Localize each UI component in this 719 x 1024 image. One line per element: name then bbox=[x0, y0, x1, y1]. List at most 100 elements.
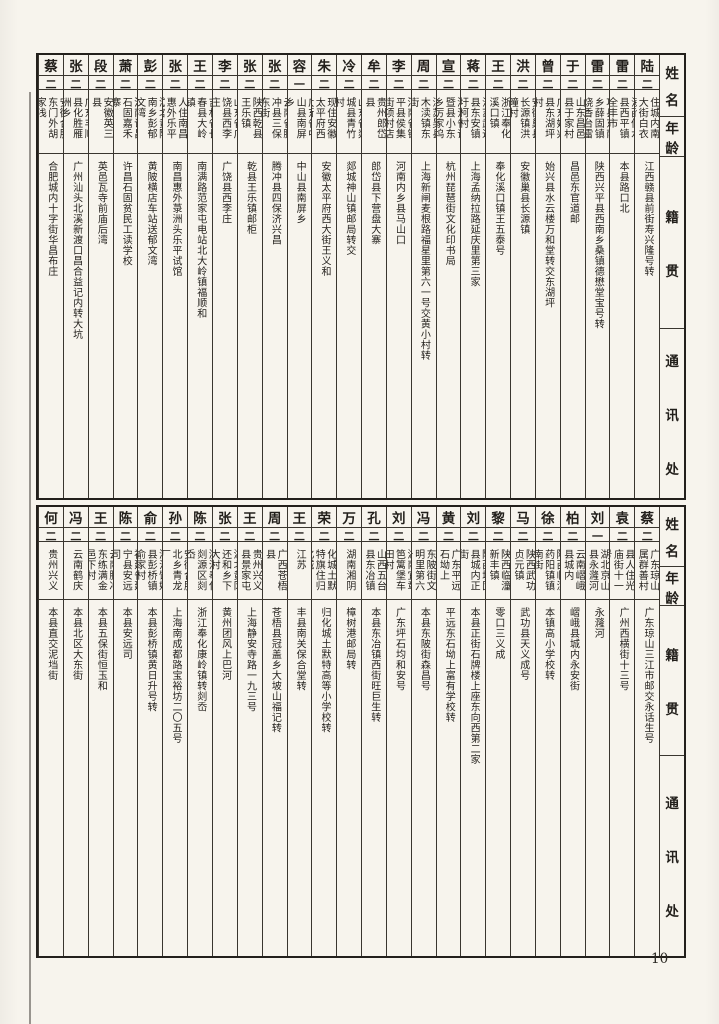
person-address: 黄州团风上巴河 bbox=[219, 607, 231, 681]
person-origin-cell: 江苏吴县木渎镇东街 bbox=[411, 90, 436, 154]
person-name: 黎青云 bbox=[486, 507, 511, 528]
person-age: 二四 bbox=[635, 528, 660, 542]
person-name: 段重智 bbox=[88, 55, 113, 76]
person-age: 二五 bbox=[635, 76, 660, 90]
person-origin-cell: 安徽英三县 bbox=[88, 90, 113, 154]
person-column: 朱鹏飞 二五 甘肃兰州现住安徽太平府西大街 安徽太平府西大街王义和 bbox=[311, 55, 337, 498]
person-name: 何绍周 bbox=[39, 507, 63, 528]
person-column: 曾昭镜 二三 广东始兴县东湖坪村 始兴县水云楼万和堂转交东湖坪 bbox=[534, 55, 560, 498]
person-origin-cell: 内蒙古归化城土默特旗住归化城 bbox=[312, 542, 337, 601]
person-column: 柏天民 二三 云南嶍峨县城内 嶍峨县城内永安街 bbox=[559, 507, 585, 956]
person-age: 二六 bbox=[486, 528, 511, 542]
person-name: 刘鸿勋 bbox=[461, 507, 486, 528]
person-origin: 陕西乾县王乐镇 bbox=[238, 96, 262, 139]
person-address: 本镇高小学校转 bbox=[542, 607, 554, 681]
person-origin-cell: 江西修水县西平镇全丰市 bbox=[610, 90, 635, 154]
person-address-cell: 陕西兴平县西南乡桑镇德懋堂宝号转 bbox=[586, 154, 610, 498]
person-age: 一九 bbox=[585, 528, 610, 542]
person-name: 孔昭林 bbox=[362, 507, 386, 528]
person-name: 万少鼎 bbox=[337, 507, 362, 528]
person-origin-cell: 云南鹤庆 bbox=[63, 542, 88, 601]
person-address-cell: 广东坪石均和安号 bbox=[387, 600, 411, 956]
person-origin-cell: 云南嶍峨县城内 bbox=[560, 542, 585, 601]
person-address-cell: 本县正街石牌楼上座东向西第二家 bbox=[461, 600, 485, 956]
person-origin: 湖北京山县永漋河 bbox=[586, 548, 610, 591]
person-column: 刘明夏 一九 湖北京山县永漋河 永漋河 bbox=[584, 507, 610, 956]
person-origin: 广东丰顺县化胜雁洲乡 bbox=[63, 96, 88, 139]
person-column: 萧洒 二三 河南许昌石固嘉禾寨 许昌石固贫民工读学校 bbox=[112, 55, 138, 498]
person-address-cell: 江西赣县前街寿兴隆号转 bbox=[635, 154, 659, 498]
person-address-cell: 广东琼山三江市邮交永话生号 bbox=[635, 600, 659, 956]
header-address: 通讯处 bbox=[665, 353, 679, 478]
person-origin: 浙江馀姚县彭桥镇俞家村 bbox=[138, 548, 163, 591]
person-origin-cell: 湖北黄冈还和乡下大村 bbox=[212, 542, 237, 601]
person-origin-cell: 浙江省诸暨县小东乡厉家坞 bbox=[436, 90, 461, 154]
person-age: 二一 bbox=[560, 76, 585, 90]
person-origin-cell: 广东平远石坳上 bbox=[436, 542, 461, 601]
person-name: 朱鹏飞 bbox=[312, 55, 337, 76]
person-origin-cell: 云南省腾冲县三保东街 bbox=[262, 90, 287, 154]
header-name: 姓名 bbox=[660, 55, 684, 117]
person-address: 丰县南关保合堂转 bbox=[294, 607, 306, 692]
header-origin: 籍贯 bbox=[660, 606, 684, 756]
person-column: 张达 二五 江西乐平人住南昌惠外乐平试馆 南昌惠外菉洲头乐平试馆 bbox=[162, 55, 188, 498]
person-address: 浙江奉化康岭镇转剡岙 bbox=[194, 607, 206, 713]
person-origin-cell: 广东连县东陂街文明里第六号 bbox=[411, 542, 436, 601]
person-origin: 陕西临潼新丰镇 bbox=[487, 548, 510, 591]
person-name: 李正韬 bbox=[386, 55, 411, 76]
person-origin: 云南顺宁县人住光庙街十一号 bbox=[610, 548, 634, 591]
person-column: 彭善 二二 湖北黄陂南乡彭郁文湾 黄陂横店车站送郁文湾 bbox=[137, 55, 163, 498]
person-address: 黄陂横店车站送郁文湾 bbox=[145, 160, 157, 266]
person-origin-cell: 广东省中山县南屏乡 bbox=[287, 90, 312, 154]
person-address-cell: 河南内乡县马山口 bbox=[387, 154, 411, 498]
person-age: 二一 bbox=[287, 528, 312, 542]
person-name: 雷克明 bbox=[585, 55, 610, 76]
person-column: 洪君器 二三 安徽巢县长源镇洪疃村 安徽巢县长源镇 bbox=[510, 55, 535, 498]
person-origin: 山东昌邑县于家村 bbox=[561, 96, 585, 139]
person-origin: 安徽合肥东门外胡家浅 bbox=[39, 96, 63, 139]
person-column: 万少鼎 二四 湖南湘阴 樟树港邮局转 bbox=[336, 507, 362, 956]
person-address-cell: 南昌惠外菉洲头乐平试馆 bbox=[163, 154, 187, 498]
person-address: 本县彭桥镇黄日升号转 bbox=[145, 607, 157, 713]
person-column: 黄梅兴 二一 广东平远石坳上 平远东石坳上富有学校转 bbox=[435, 507, 461, 956]
person-name: 王世和 bbox=[486, 55, 511, 76]
person-name: 陈纲 bbox=[113, 507, 138, 528]
person-column: 孔昭林 二四 山西五台县东冶镇 本县东冶镇西街旺巨生转 bbox=[361, 507, 386, 956]
person-age: 二〇 bbox=[610, 528, 635, 542]
person-column: 段重智 二三 安徽英三县 英邑瓦寺前庙后湾 bbox=[87, 55, 113, 498]
person-origin: 广东琼山属群善村 bbox=[636, 548, 659, 591]
person-address-cell: 苍梧县冠盖乡大坡山福记转 bbox=[263, 600, 287, 956]
person-name: 冷相佑 bbox=[337, 55, 362, 76]
person-address: 广州西横街十三号 bbox=[617, 607, 629, 692]
person-origin-cell: 陕西临潼新丰镇 bbox=[486, 542, 511, 601]
person-column: 张慎阶 二二 广东丰顺县化胜雁洲乡 广州汕头北溪新渡口昌合益记内转大坑 bbox=[62, 55, 88, 498]
person-address: 陕西兴平县西南乡桑镇德懋堂宝号转 bbox=[592, 160, 604, 329]
person-origin-cell: 江苏 bbox=[287, 542, 312, 601]
person-age: 二一 bbox=[39, 528, 63, 542]
person-address: 江西赣县前街寿兴隆号转 bbox=[641, 160, 653, 277]
person-column: 宣铁吾 二五 浙江省诸暨县小东乡厉家坞 杭州琵琶街文化印书局 bbox=[435, 55, 461, 498]
person-name: 李殿春 bbox=[212, 55, 237, 76]
person-age: 一九 bbox=[287, 76, 312, 90]
person-origin-cell: 湖南湘阴 bbox=[337, 542, 362, 601]
person-age: 二一 bbox=[337, 76, 362, 90]
directory-table-bottom: 姓名 年龄 籍贯 通讯处 蔡昆明 二四 广东琼山属群善村 广东琼山三江市邮交永话… bbox=[36, 505, 686, 958]
person-address-cell: 广饶县西李庄 bbox=[213, 154, 237, 498]
person-age: 二五 bbox=[436, 76, 461, 90]
person-address: 本县直交泥垱街 bbox=[45, 607, 57, 681]
person-address-cell: 黄陂横店车站送郁文湾 bbox=[138, 154, 162, 498]
person-address-cell: 武功县天义成号 bbox=[511, 600, 535, 956]
person-name: 王文彦 bbox=[237, 507, 262, 528]
person-age: 二四 bbox=[262, 528, 287, 542]
person-origin: 贵州兴义 bbox=[45, 548, 57, 591]
person-name: 彭善 bbox=[138, 55, 163, 76]
person-origin-cell: 广东丰顺县化胜雁洲乡 bbox=[63, 90, 88, 154]
person-origin: 安徽合肥北乡青龙厂 bbox=[163, 548, 188, 591]
person-age: 二四 bbox=[386, 528, 411, 542]
person-age: 二三 bbox=[610, 76, 635, 90]
person-origin: 河南许昌石固嘉禾寨 bbox=[113, 96, 138, 139]
person-origin: 广东省中山县南屏乡 bbox=[287, 96, 312, 139]
person-address-cell: 腾冲县四保济兴昌 bbox=[263, 154, 287, 498]
page-spine-line bbox=[29, 92, 31, 1024]
person-name: 蔡昆明 bbox=[635, 507, 660, 528]
